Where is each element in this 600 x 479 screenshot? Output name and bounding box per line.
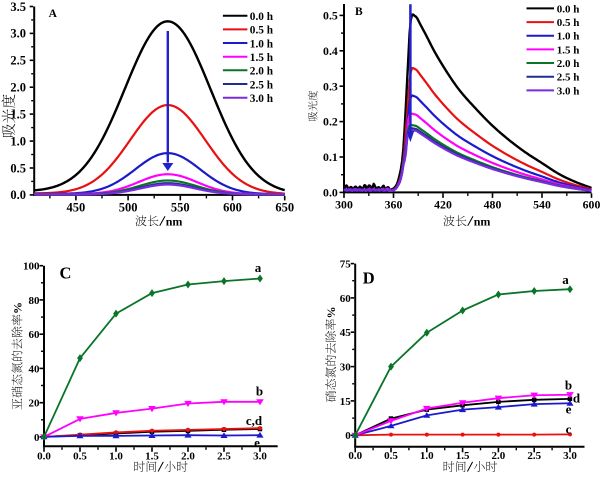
svg-text:450: 450 bbox=[67, 200, 86, 214]
svg-text:2.0 h: 2.0 h bbox=[250, 66, 274, 78]
svg-text:3.0: 3.0 bbox=[10, 27, 26, 41]
svg-text:1.0: 1.0 bbox=[10, 134, 26, 148]
svg-text:e: e bbox=[566, 401, 572, 416]
svg-text:0.0: 0.0 bbox=[10, 188, 26, 202]
svg-text:45: 45 bbox=[340, 327, 352, 339]
svg-text:0.0: 0.0 bbox=[323, 186, 338, 200]
svg-text:550: 550 bbox=[171, 200, 190, 214]
svg-text:C: C bbox=[59, 263, 71, 282]
svg-text:B: B bbox=[355, 6, 363, 18]
svg-text:d: d bbox=[573, 391, 581, 406]
svg-text:2.0: 2.0 bbox=[492, 450, 506, 462]
svg-text:540: 540 bbox=[533, 197, 551, 211]
svg-text:60: 60 bbox=[340, 293, 352, 305]
svg-text:1.5: 1.5 bbox=[145, 450, 159, 462]
svg-text:420: 420 bbox=[434, 197, 452, 211]
svg-text:40: 40 bbox=[29, 363, 41, 375]
svg-text:2.5 h: 2.5 h bbox=[250, 79, 274, 91]
svg-text:a: a bbox=[562, 272, 569, 287]
svg-text:1.5: 1.5 bbox=[456, 450, 470, 462]
svg-text:600: 600 bbox=[583, 197, 600, 211]
svg-text:nm: nm bbox=[166, 214, 183, 228]
svg-text:0.0 h: 0.0 h bbox=[557, 3, 580, 15]
svg-text:%: % bbox=[324, 307, 338, 319]
svg-text:0: 0 bbox=[34, 432, 40, 444]
svg-text:0.4: 0.4 bbox=[323, 44, 338, 58]
svg-text:1.5 h: 1.5 h bbox=[250, 52, 274, 64]
svg-text:1.0 h: 1.0 h bbox=[557, 31, 580, 43]
svg-text:3.0: 3.0 bbox=[563, 450, 577, 462]
svg-text:c,d: c,d bbox=[246, 413, 263, 428]
svg-text:1.0: 1.0 bbox=[420, 450, 434, 462]
svg-text:0.5: 0.5 bbox=[323, 9, 338, 23]
svg-text:2.5: 2.5 bbox=[10, 54, 26, 68]
svg-text:0: 0 bbox=[345, 430, 351, 442]
svg-text:%: % bbox=[11, 302, 25, 314]
svg-text:e: e bbox=[254, 435, 260, 450]
svg-text:30: 30 bbox=[340, 362, 352, 374]
svg-text:2.5 h: 2.5 h bbox=[557, 72, 580, 84]
svg-text:nm: nm bbox=[474, 214, 491, 228]
svg-text:300: 300 bbox=[335, 197, 353, 211]
svg-text:1.5 h: 1.5 h bbox=[557, 44, 580, 56]
svg-text:3.0: 3.0 bbox=[253, 450, 267, 462]
svg-text:15: 15 bbox=[340, 396, 352, 408]
svg-text:0.2: 0.2 bbox=[323, 115, 338, 129]
svg-text:0.5 h: 0.5 h bbox=[557, 17, 580, 29]
svg-text:0.1: 0.1 bbox=[323, 150, 338, 164]
svg-text:360: 360 bbox=[385, 197, 403, 211]
svg-text:100: 100 bbox=[23, 261, 40, 273]
svg-text:0.5: 0.5 bbox=[73, 450, 87, 462]
svg-text:3.0 h: 3.0 h bbox=[557, 85, 580, 97]
svg-text:A: A bbox=[49, 8, 58, 20]
svg-text:2.5: 2.5 bbox=[217, 450, 231, 462]
svg-text:b: b bbox=[256, 384, 263, 399]
svg-text:0.0: 0.0 bbox=[348, 450, 362, 462]
svg-text:3.5: 3.5 bbox=[10, 0, 26, 14]
svg-text:75: 75 bbox=[340, 258, 352, 270]
svg-text:a: a bbox=[255, 260, 262, 275]
svg-text:0.5: 0.5 bbox=[384, 450, 398, 462]
svg-text:2.0 h: 2.0 h bbox=[557, 58, 580, 70]
svg-text:0.5: 0.5 bbox=[10, 161, 26, 175]
svg-text:60: 60 bbox=[29, 329, 41, 341]
svg-text:3.0 h: 3.0 h bbox=[250, 93, 274, 105]
svg-text:0.5 h: 0.5 h bbox=[250, 25, 274, 37]
svg-text:b: b bbox=[565, 378, 572, 393]
svg-text:0.0 h: 0.0 h bbox=[250, 11, 274, 23]
svg-text:480: 480 bbox=[484, 197, 502, 211]
svg-text:c: c bbox=[566, 421, 572, 436]
svg-text:20: 20 bbox=[29, 398, 41, 410]
svg-text:1.0: 1.0 bbox=[109, 450, 123, 462]
svg-text:80: 80 bbox=[29, 295, 41, 307]
svg-text:2.5: 2.5 bbox=[527, 450, 541, 462]
svg-text:D: D bbox=[363, 268, 375, 287]
svg-text:1.0 h: 1.0 h bbox=[250, 38, 274, 50]
svg-text:2.0: 2.0 bbox=[10, 81, 26, 95]
svg-text:650: 650 bbox=[275, 200, 294, 214]
svg-text:500: 500 bbox=[119, 200, 138, 214]
svg-text:600: 600 bbox=[223, 200, 242, 214]
svg-text:0.0: 0.0 bbox=[37, 450, 51, 462]
svg-text:2.0: 2.0 bbox=[181, 450, 195, 462]
svg-text:0.3: 0.3 bbox=[323, 79, 338, 93]
